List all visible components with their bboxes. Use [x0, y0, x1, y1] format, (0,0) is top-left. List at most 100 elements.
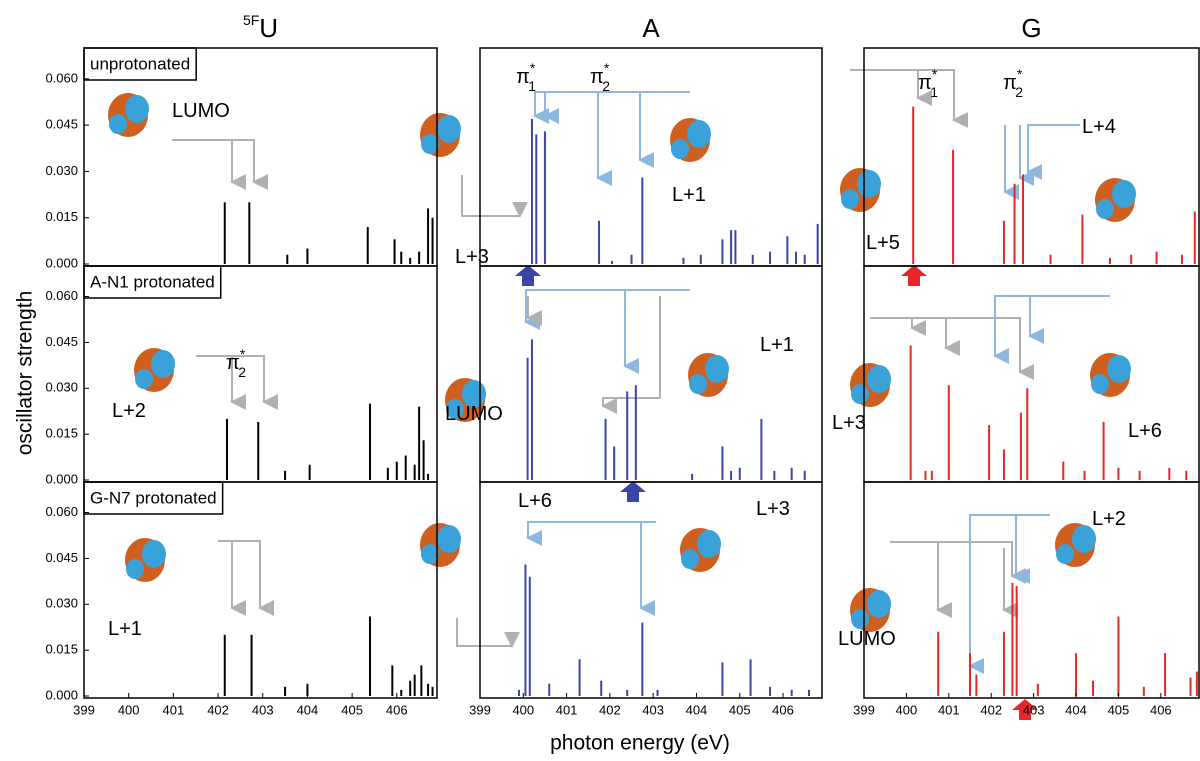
orbital	[671, 139, 689, 159]
orbital	[1072, 525, 1096, 553]
annotation: L+6	[518, 490, 552, 512]
panel-frame	[863, 265, 1200, 483]
panel-frame	[863, 47, 1200, 267]
panel-label: G-N7 protonated	[90, 488, 217, 507]
orbital	[1091, 374, 1109, 394]
annotation-sup: *	[932, 66, 938, 82]
x-tick-label: 406	[386, 702, 408, 717]
column-title: G	[1021, 13, 1041, 43]
orbital	[1107, 355, 1131, 383]
annotation-text: π	[590, 66, 604, 88]
x-tick-label: 404	[1065, 702, 1087, 717]
annotation-text: L+3	[455, 246, 489, 268]
annotation-text: L+1	[672, 184, 706, 206]
annotation-text: L+6	[518, 490, 552, 512]
annotation: L+3	[455, 246, 489, 268]
panel-frame	[863, 481, 1200, 699]
y-tick-label: 0.000	[45, 471, 78, 486]
annotation-sup: *	[1017, 66, 1023, 82]
annotation: L+5	[866, 232, 900, 254]
x-tick-label: 405	[1108, 702, 1130, 717]
column-title: A	[642, 13, 660, 43]
y-tick-label: 0.015	[45, 209, 78, 224]
annotation: L+1	[672, 184, 706, 206]
orbital	[841, 189, 859, 209]
orbital	[446, 399, 464, 419]
panel-label-box	[83, 481, 224, 515]
x-tick-label: 404	[686, 702, 708, 717]
orbital	[437, 115, 461, 143]
annotation-sub: 2	[602, 78, 610, 94]
x-tick-label: 399	[469, 702, 491, 717]
column-title-sup: 5F	[243, 12, 259, 28]
x-tick-label: 406	[1150, 702, 1172, 717]
orbital	[421, 544, 439, 564]
annotation-sup: *	[240, 346, 246, 362]
annotation: π* 2	[590, 60, 610, 94]
y-tick-label: 0.000	[45, 255, 78, 270]
column-title-text: A	[642, 13, 660, 43]
y-tick-label: 0.030	[45, 163, 78, 178]
annotation: L+1	[108, 618, 142, 640]
annotation-text: L+3	[756, 498, 790, 520]
annotation: π* 1	[918, 66, 938, 100]
annotation: L+3	[832, 412, 866, 434]
column-title: 5FU	[243, 12, 278, 43]
y-tick-label: 0.060	[45, 504, 78, 519]
orbital	[125, 95, 149, 123]
annotation: L+4	[1082, 116, 1116, 138]
annotation-text: LUMO	[172, 100, 230, 122]
annotation-text: LUMO	[838, 628, 896, 650]
x-tick-label: 402	[207, 702, 229, 717]
orbital	[421, 134, 439, 154]
y-tick-label: 0.015	[45, 426, 78, 441]
orbital	[697, 530, 721, 558]
orbital	[142, 540, 166, 568]
annotation-sub: 1	[528, 78, 536, 94]
orbital	[687, 120, 711, 148]
annotation-text: π	[918, 72, 932, 94]
annotation-text: π	[516, 66, 530, 88]
orbital	[437, 525, 461, 553]
y-tick-label: 0.015	[45, 642, 78, 657]
orbital	[135, 369, 153, 389]
annotation-text: L+6	[1128, 420, 1162, 442]
annotation-text: L+4	[1082, 116, 1116, 138]
x-tick-label: 402	[599, 702, 621, 717]
orbital	[109, 114, 127, 134]
orbital	[681, 549, 699, 569]
annotation: LUMO	[172, 100, 230, 122]
annotation: LUMO	[838, 628, 896, 650]
x-tick-label: 406	[772, 702, 794, 717]
annotation: LUMO	[445, 403, 503, 425]
orbital	[851, 384, 869, 404]
annotation: π* 1	[516, 60, 536, 94]
x-tick-label: 403	[1023, 702, 1045, 717]
y-tick-label: 0.060	[45, 70, 78, 85]
x-tick-label: 401	[938, 702, 960, 717]
y-axis-title: oscillator strength	[14, 291, 37, 456]
annotation-sub: 1	[930, 84, 938, 100]
panel-frame	[83, 481, 438, 699]
annotation: L+6	[1128, 420, 1162, 442]
orbital	[1112, 180, 1136, 208]
orbital	[1056, 544, 1074, 564]
x-tick-label: 403	[642, 702, 664, 717]
annotation-text: L+3	[832, 412, 866, 434]
x-tick-label: 401	[163, 702, 185, 717]
panel-label-box	[83, 265, 222, 299]
y-tick-label: 0.045	[45, 117, 78, 132]
y-tick-label: 0.045	[45, 334, 78, 349]
annotation-text: L+1	[760, 334, 794, 356]
annotation-text: L+1	[108, 618, 142, 640]
y-tick-label: 0.045	[45, 550, 78, 565]
annotation-sub: 2	[238, 364, 246, 380]
x-tick-label: 403	[252, 702, 274, 717]
x-tick-label: 402	[980, 702, 1002, 717]
column-title-text: U	[259, 13, 278, 43]
x-tick-label: 400	[118, 702, 140, 717]
y-tick-label: 0.060	[45, 288, 78, 303]
orbital	[867, 590, 891, 618]
panel-label-box	[83, 47, 197, 81]
x-tick-label: 400	[512, 702, 534, 717]
